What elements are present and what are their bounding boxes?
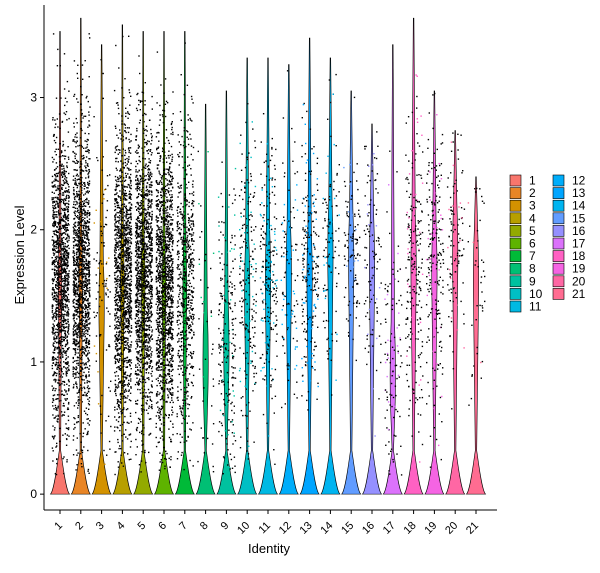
violin-21 (467, 177, 486, 494)
legend-label-11: 11 (529, 300, 542, 314)
legend-swatch-6 (510, 238, 521, 249)
legend-swatch-12 (553, 175, 564, 186)
y-tick-label-2: 2 (30, 223, 37, 237)
legend-swatch-8 (510, 263, 521, 274)
x-tick-label-17: 17 (381, 520, 398, 537)
x-tick-label-15: 15 (339, 520, 356, 537)
x-tick-label-5: 5 (136, 520, 149, 533)
legend-swatch-16 (553, 225, 564, 236)
legend-swatch-19 (553, 263, 564, 274)
legend-swatch-17 (553, 238, 564, 249)
legend-swatch-11 (510, 301, 521, 312)
y-tick-label-3: 3 (30, 91, 37, 105)
y-tick-label-0: 0 (30, 487, 37, 501)
legend-swatch-21 (553, 288, 564, 299)
x-tick-label-14: 14 (318, 520, 335, 537)
x-tick-label-18: 18 (402, 520, 419, 537)
violin-layer (51, 18, 486, 494)
x-tick-label-7: 7 (177, 520, 190, 533)
x-axis-title: Identity (248, 541, 290, 556)
violin-11 (259, 58, 278, 494)
x-tick-label-8: 8 (198, 520, 211, 533)
violin-3 (92, 45, 111, 494)
legend-item-21: 21 (553, 287, 586, 301)
violin-12 (279, 64, 298, 494)
x-tick-label-2: 2 (73, 520, 86, 533)
legend-swatch-10 (510, 288, 521, 299)
legend-swatch-1 (510, 175, 521, 186)
legend-swatch-2 (510, 188, 521, 199)
x-tick-label-11: 11 (257, 520, 274, 537)
y-axis-title: Expression Level (12, 205, 27, 304)
legend-swatch-13 (553, 188, 564, 199)
violin-9 (217, 91, 236, 494)
violin-18 (404, 18, 423, 494)
y-tick-label-1: 1 (30, 355, 37, 369)
legend-label-21: 21 (572, 287, 586, 301)
legend-swatch-18 (553, 251, 564, 262)
x-tick-label-21: 21 (464, 520, 481, 537)
x-tick-label-10: 10 (235, 520, 252, 537)
violin-14 (321, 58, 340, 494)
legend-swatch-7 (510, 251, 521, 262)
violin-8 (196, 104, 215, 494)
x-tick-label-4: 4 (115, 520, 128, 533)
violin-13 (300, 38, 319, 494)
legend-item-11: 11 (510, 300, 542, 314)
x-tick-label-13: 13 (298, 520, 315, 537)
x-tick-label-1: 1 (52, 520, 65, 533)
legend-swatch-14 (553, 200, 564, 211)
x-tick-label-16: 16 (360, 520, 377, 537)
legend-swatch-5 (510, 225, 521, 236)
x-tick-label-20: 20 (443, 520, 460, 537)
legend-swatch-3 (510, 200, 521, 211)
violin-16 (363, 124, 382, 494)
violin-15 (342, 91, 361, 494)
violin-20 (446, 131, 465, 495)
legend-swatch-20 (553, 276, 564, 287)
legend-swatch-15 (553, 213, 564, 224)
x-tick-label-12: 12 (277, 520, 294, 537)
legend-swatch-4 (510, 213, 521, 224)
x-tick-label-9: 9 (219, 520, 232, 533)
x-tick-label-3: 3 (94, 520, 107, 533)
x-tick-label-6: 6 (156, 520, 169, 533)
x-tick-label-19: 19 (422, 520, 439, 537)
legend-swatch-9 (510, 276, 521, 287)
